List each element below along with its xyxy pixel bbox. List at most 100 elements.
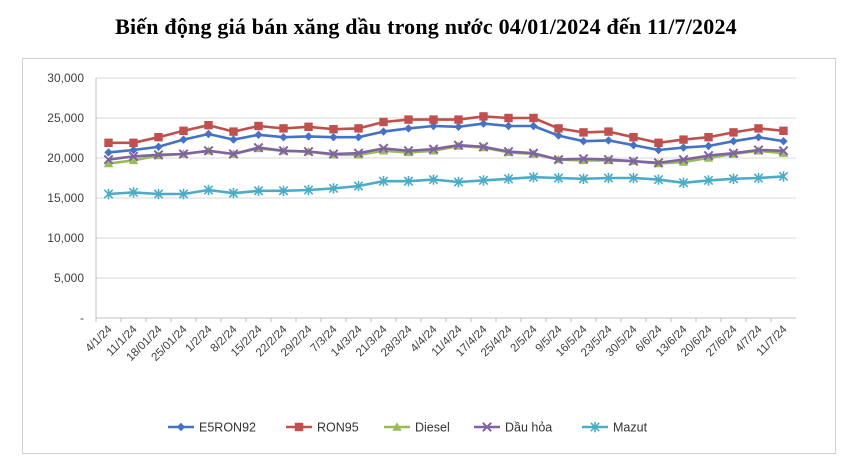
data-point: [754, 133, 763, 142]
data-point: [204, 121, 213, 130]
data-point: [129, 145, 138, 155]
data-point: [403, 145, 414, 156]
data-point: [104, 148, 113, 157]
data-point: [578, 153, 589, 164]
data-point: [454, 115, 463, 124]
data-point: [478, 175, 489, 186]
data-point: [353, 180, 364, 192]
data-point: [504, 113, 513, 123]
data-point: [703, 153, 714, 162]
x-axis-ticks: 4/1/2411/1/2418/01/2425/01/241/2/248/2/2…: [84, 318, 790, 364]
data-point: [279, 133, 288, 142]
data-point: [628, 156, 639, 167]
data-point: [153, 149, 164, 160]
data-point: [429, 121, 438, 131]
data-point: [553, 172, 564, 184]
data-point: [103, 188, 114, 200]
data-point: [103, 158, 114, 168]
legend-marker: [294, 422, 304, 432]
data-point: [778, 171, 789, 182]
data-point: [629, 133, 638, 142]
data-point: [579, 137, 588, 146]
gridlines: [95, 77, 796, 319]
data-point: [378, 143, 389, 154]
chart-title: Biến động giá bán xăng dầu trong nước 04…: [115, 14, 737, 39]
data-point: [479, 112, 488, 121]
data-point: [153, 188, 164, 200]
series-mazut: [103, 171, 789, 200]
series-dầu-hỏa: [103, 140, 789, 168]
data-point: [753, 145, 764, 155]
legend-item: Dầu hỏa: [474, 421, 552, 435]
y-tick-label: -: [80, 311, 84, 325]
data-point: [554, 131, 563, 140]
data-point: [204, 129, 213, 139]
legend-item: E5RON92: [168, 421, 256, 435]
data-point: [653, 174, 664, 185]
data-point: [678, 157, 689, 166]
legend-label: Diesel: [415, 421, 450, 435]
data-point: [703, 150, 714, 161]
series-diesel: [103, 141, 789, 168]
data-point: [228, 149, 239, 159]
legend-marker: [392, 422, 402, 431]
data-point: [129, 138, 138, 147]
data-point: [654, 145, 663, 155]
data-point: [179, 126, 188, 135]
series-line: [108, 143, 784, 165]
legend-label: E5RON92: [199, 421, 256, 435]
data-point: [254, 130, 263, 139]
data-point: [678, 177, 689, 188]
data-point: [729, 128, 738, 137]
data-point: [304, 122, 313, 131]
data-point: [579, 128, 588, 137]
legend-item: RON95: [286, 421, 359, 435]
data-point: [404, 115, 413, 124]
data-point: [428, 144, 439, 155]
data-point: [328, 149, 339, 159]
data-point: [754, 124, 763, 133]
data-point: [453, 140, 464, 151]
data-point: [304, 132, 313, 141]
x-tick-label: 2/5/24: [509, 323, 541, 355]
data-point: [328, 183, 339, 194]
data-point: [354, 124, 363, 133]
legend-item: Mazut: [582, 421, 648, 435]
data-point: [728, 148, 739, 159]
series-e5ron92: [104, 119, 788, 157]
legend-item: Diesel: [384, 421, 450, 435]
data-point: [578, 173, 589, 184]
data-point: [179, 135, 188, 144]
data-point: [704, 133, 713, 142]
legend-marker: [176, 422, 186, 432]
data-point: [228, 188, 239, 199]
data-point: [229, 135, 238, 144]
data-point: [478, 141, 489, 152]
data-point: [728, 173, 739, 184]
data-point: [278, 145, 289, 156]
data-point: [378, 146, 389, 155]
data-point: [303, 184, 314, 196]
data-point: [753, 172, 764, 184]
data-point: [254, 121, 263, 131]
data-point: [203, 184, 214, 196]
data-point: [403, 176, 414, 187]
data-point: [529, 121, 538, 131]
series-line: [108, 122, 784, 154]
data-point: [103, 154, 114, 165]
data-point: [178, 149, 189, 159]
data-point: [604, 127, 613, 136]
data-point: [528, 172, 539, 183]
data-point: [154, 133, 163, 142]
data-point: [628, 172, 639, 184]
data-point: [353, 148, 364, 159]
data-point: [454, 122, 463, 131]
y-tick-label: 25,000: [47, 111, 84, 125]
y-tick-label: 10,000: [47, 231, 84, 245]
data-point: [503, 146, 514, 157]
data-point: [653, 157, 664, 168]
data-point: [479, 119, 488, 128]
data-point: [278, 185, 289, 196]
data-point: [329, 133, 338, 142]
data-point: [229, 127, 238, 136]
